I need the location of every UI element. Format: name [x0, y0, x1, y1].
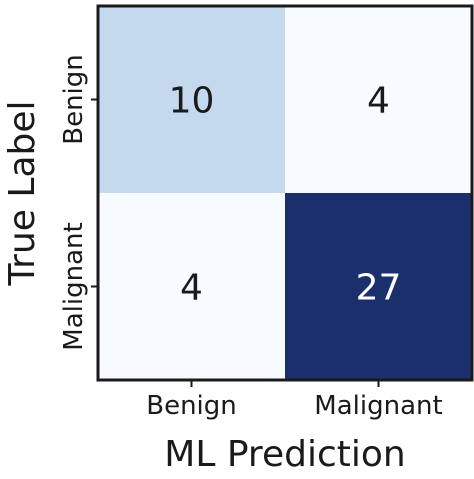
x-tick-label-malignant: Malignant: [314, 391, 442, 421]
x-tick-label-benign: Benign: [146, 391, 237, 421]
cell-value-malignant-malignant: 27: [356, 268, 402, 309]
y-axis-label: True Label: [2, 100, 43, 286]
y-tick-label-benign: Benign: [59, 54, 89, 145]
cell-malignant-benign: [98, 193, 285, 380]
y-tick-label-malignant: Malignant: [59, 222, 89, 350]
cell-benign-benign: [98, 6, 285, 193]
x-axis-label: ML Prediction: [164, 434, 405, 474]
cell-benign-malignant: [285, 6, 472, 193]
cell-value-malignant-benign: 4: [180, 268, 203, 309]
cell-value-benign-benign: 10: [169, 81, 215, 122]
cell-value-benign-malignant: 4: [367, 81, 390, 122]
cell-malignant-malignant: [285, 193, 472, 380]
plot-frame: [96, 4, 474, 382]
